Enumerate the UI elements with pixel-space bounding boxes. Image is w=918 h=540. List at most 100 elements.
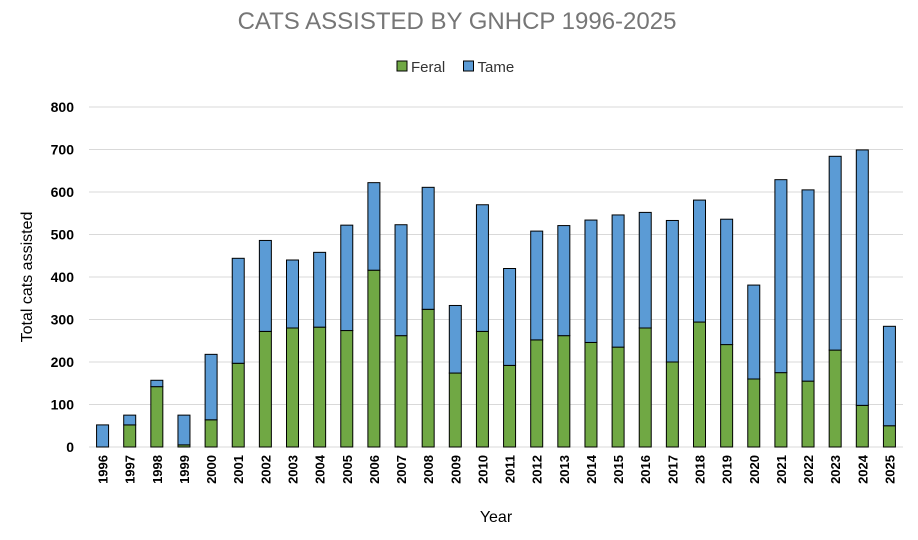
x-tick-label: 2015: [611, 455, 626, 484]
bar-tame-2009: [448, 304, 462, 374]
x-tick-label: 1996: [96, 455, 111, 484]
bar-feral-2007: [394, 335, 408, 448]
bar-tame-1999: [177, 414, 191, 446]
bar-feral-2004: [313, 326, 327, 448]
x-tick-label: 2002: [258, 455, 273, 484]
bar-feral-2020: [747, 378, 761, 448]
bar-tame-2019: [720, 218, 734, 346]
y-tick-label: 0: [66, 439, 74, 455]
bar-feral-2006: [367, 269, 381, 448]
y-tick-label: 100: [51, 397, 75, 413]
bar-tame-2011: [503, 268, 517, 366]
bar-tame-2002: [258, 239, 272, 332]
x-tick-label: 2021: [774, 455, 789, 484]
bar-feral-2016: [638, 327, 652, 448]
bar-feral-2025: [882, 425, 896, 448]
x-axis-ticks: 1996 1997 1998 1999 2000 2001 2002 2003 2004 2005…: [96, 454, 898, 484]
bar-feral-2008: [421, 308, 435, 448]
bar-tame-2013: [557, 225, 571, 337]
x-tick-label: 2007: [394, 455, 409, 484]
y-tick-label: 700: [51, 142, 75, 158]
bar-tame-2023: [828, 155, 842, 351]
bar-tame-2014: [584, 219, 598, 343]
x-tick-label: 2025: [882, 455, 897, 484]
x-tick-label: 2004: [313, 454, 328, 484]
bar-tame-2016: [638, 211, 652, 329]
bar-feral-2023: [828, 349, 842, 448]
bar-feral-1998: [150, 386, 164, 448]
x-tick-label: 1999: [177, 455, 192, 484]
bar-feral-2009: [448, 372, 462, 448]
bar-feral-2005: [340, 330, 354, 448]
y-tick-label: 300: [51, 312, 75, 328]
x-tick-label: 1997: [123, 455, 138, 484]
bar-feral-2002: [258, 330, 272, 448]
x-tick-label: 2009: [448, 455, 463, 484]
bar-tame-2022: [801, 189, 815, 382]
y-tick-label: 600: [51, 184, 75, 200]
bar-tame-1998: [150, 379, 164, 388]
bar-feral-2011: [503, 364, 517, 448]
bar-feral-1997: [123, 424, 137, 448]
bar-tame-2005: [340, 224, 354, 332]
legend: Feral Tame: [396, 59, 515, 76]
bar-tame-2006: [367, 182, 381, 271]
y-tick-label: 400: [51, 269, 75, 285]
bar-feral-2014: [584, 341, 598, 448]
legend-label-tame: Tame: [478, 59, 515, 76]
x-tick-label: 2001: [231, 455, 246, 484]
legend-label-feral: Feral: [411, 59, 445, 76]
bar-tame-2012: [530, 230, 544, 341]
bar-feral-2015: [611, 346, 625, 448]
y-tick-label: 800: [51, 99, 75, 115]
bar-feral-2017: [665, 361, 679, 448]
bar-tame-2010: [475, 204, 489, 332]
y-tick-label: 200: [51, 354, 75, 370]
x-tick-label: 2022: [801, 455, 816, 484]
bar-feral-2001: [231, 362, 245, 448]
bar-tame-2000: [204, 353, 218, 421]
y-axis-label: Total cats assisted: [19, 212, 36, 343]
bar-feral-2022: [801, 380, 815, 448]
bar-feral-2012: [530, 339, 544, 448]
bar-feral-2000: [204, 419, 218, 448]
bar-tame-2020: [747, 284, 761, 380]
x-tick-label: 2014: [584, 454, 599, 484]
bar-tame-2007: [394, 224, 408, 337]
y-axis-ticks: 0 100 200 300 400 500 600 700 800: [51, 99, 75, 455]
bar-tame-1996: [96, 424, 110, 448]
bar-tame-2008: [421, 186, 435, 310]
bar-feral-2013: [557, 335, 571, 448]
x-tick-label: 2000: [204, 455, 219, 484]
x-axis-label: Year: [480, 509, 513, 526]
bar-tame-2024: [855, 149, 869, 406]
x-tick-label: 2011: [503, 455, 518, 483]
bar-feral-2018: [693, 321, 706, 448]
bar-tame-2003: [286, 259, 299, 329]
x-tick-label: 2018: [693, 455, 708, 484]
bars: [96, 149, 896, 448]
x-tick-label: 2019: [720, 455, 735, 484]
x-tick-label: 2010: [475, 455, 490, 484]
chart-title: CATS ASSISTED BY GNHCP 1996-2025: [238, 8, 677, 35]
bar-tame-2017: [665, 219, 679, 363]
bar-tame-2021: [774, 179, 788, 374]
bar-feral-2010: [475, 330, 489, 448]
bar-tame-2015: [611, 214, 625, 348]
legend-swatch-tame: [463, 60, 474, 72]
gridlines: [89, 106, 903, 448]
bar-tame-2001: [231, 257, 245, 364]
x-tick-label: 2003: [286, 455, 301, 484]
bar-tame-2025: [882, 325, 896, 427]
x-tick-label: 2013: [557, 455, 572, 484]
bar-feral-2021: [774, 372, 788, 448]
x-tick-label: 2006: [367, 455, 382, 484]
legend-swatch-feral: [396, 60, 408, 72]
x-tick-label: 2020: [747, 455, 762, 484]
x-tick-label: 1998: [150, 455, 165, 484]
bar-feral-2003: [286, 327, 299, 448]
x-tick-label: 2008: [421, 455, 436, 484]
x-tick-label: 2023: [828, 455, 843, 484]
